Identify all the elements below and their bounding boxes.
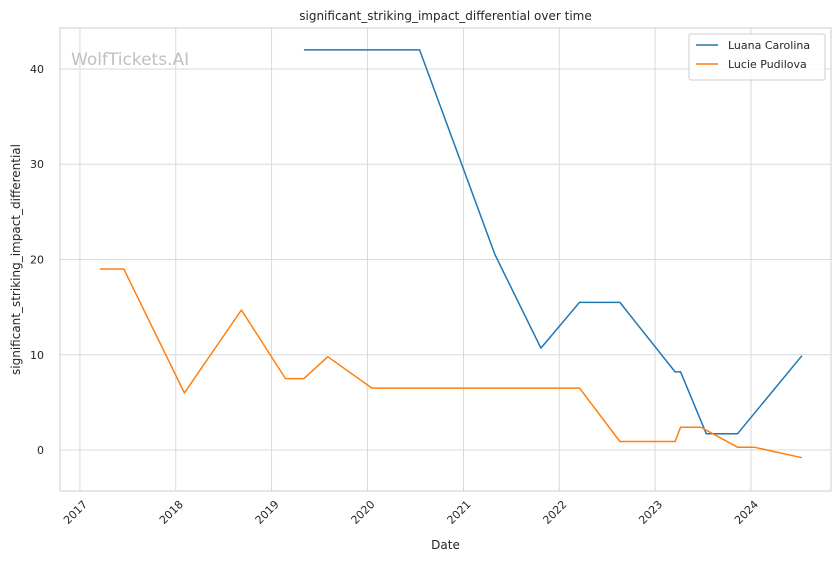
y-tick-label: 20 [30, 254, 44, 267]
y-tick-label: 40 [30, 63, 44, 76]
legend-label: Luana Carolina [728, 39, 810, 52]
chart-title: significant_striking_impact_differential… [299, 9, 591, 23]
y-axis-title: significant_striking_impact_differential [9, 144, 23, 375]
legend-box [688, 33, 826, 81]
y-axis-ticks: 0 10 20 30 40 [30, 63, 44, 457]
series-line-lucie-pudilova [99, 268, 803, 459]
y-tick-label: 10 [30, 349, 44, 362]
series-layer [99, 49, 803, 459]
y-tick-label: 0 [37, 444, 44, 457]
legend: Luana Carolina Lucie Pudilova [688, 33, 826, 81]
legend-label: Lucie Pudilova [728, 58, 807, 71]
x-axis-title: Date [431, 538, 460, 552]
plot-frame [59, 27, 832, 492]
watermark: WolfTickets.AI [71, 50, 189, 70]
y-tick-label: 30 [30, 158, 44, 171]
series-line-luana-carolina [303, 49, 803, 435]
